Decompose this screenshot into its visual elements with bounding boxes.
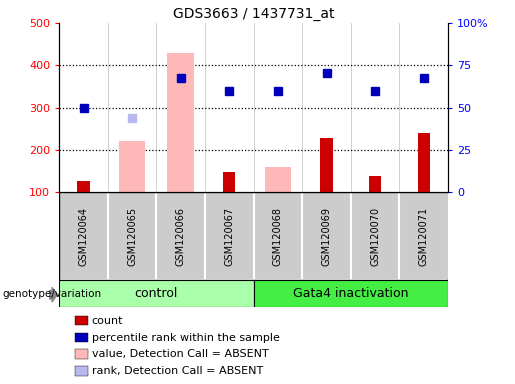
Text: GSM120066: GSM120066 <box>176 207 186 266</box>
Bar <box>253 280 448 307</box>
Bar <box>167 53 194 192</box>
Text: Gata4 inactivation: Gata4 inactivation <box>293 287 408 300</box>
Text: GSM120068: GSM120068 <box>273 207 283 266</box>
Bar <box>224 172 235 192</box>
Text: rank, Detection Call = ABSENT: rank, Detection Call = ABSENT <box>92 366 263 376</box>
Text: GSM120064: GSM120064 <box>78 207 89 266</box>
FancyBboxPatch shape <box>205 192 253 280</box>
Bar <box>119 141 146 192</box>
Bar <box>418 133 430 192</box>
FancyBboxPatch shape <box>157 192 205 280</box>
FancyBboxPatch shape <box>400 192 448 280</box>
Title: GDS3663 / 1437731_at: GDS3663 / 1437731_at <box>173 7 334 21</box>
FancyBboxPatch shape <box>351 192 400 280</box>
FancyArrow shape <box>49 287 57 302</box>
Text: GSM120067: GSM120067 <box>225 207 234 266</box>
Bar <box>369 176 381 192</box>
Bar <box>59 280 253 307</box>
FancyBboxPatch shape <box>108 192 157 280</box>
Text: count: count <box>92 316 123 326</box>
Bar <box>77 182 90 192</box>
Text: percentile rank within the sample: percentile rank within the sample <box>92 333 280 343</box>
FancyBboxPatch shape <box>302 192 351 280</box>
FancyBboxPatch shape <box>253 192 302 280</box>
Text: GSM120065: GSM120065 <box>127 207 137 266</box>
Text: GSM120070: GSM120070 <box>370 207 380 266</box>
Text: genotype/variation: genotype/variation <box>3 289 101 299</box>
Text: control: control <box>135 287 178 300</box>
Bar <box>320 138 333 192</box>
Text: GSM120071: GSM120071 <box>419 207 429 266</box>
Bar <box>265 167 291 192</box>
Text: value, Detection Call = ABSENT: value, Detection Call = ABSENT <box>92 349 268 359</box>
Text: GSM120069: GSM120069 <box>321 207 332 266</box>
FancyBboxPatch shape <box>59 192 108 280</box>
